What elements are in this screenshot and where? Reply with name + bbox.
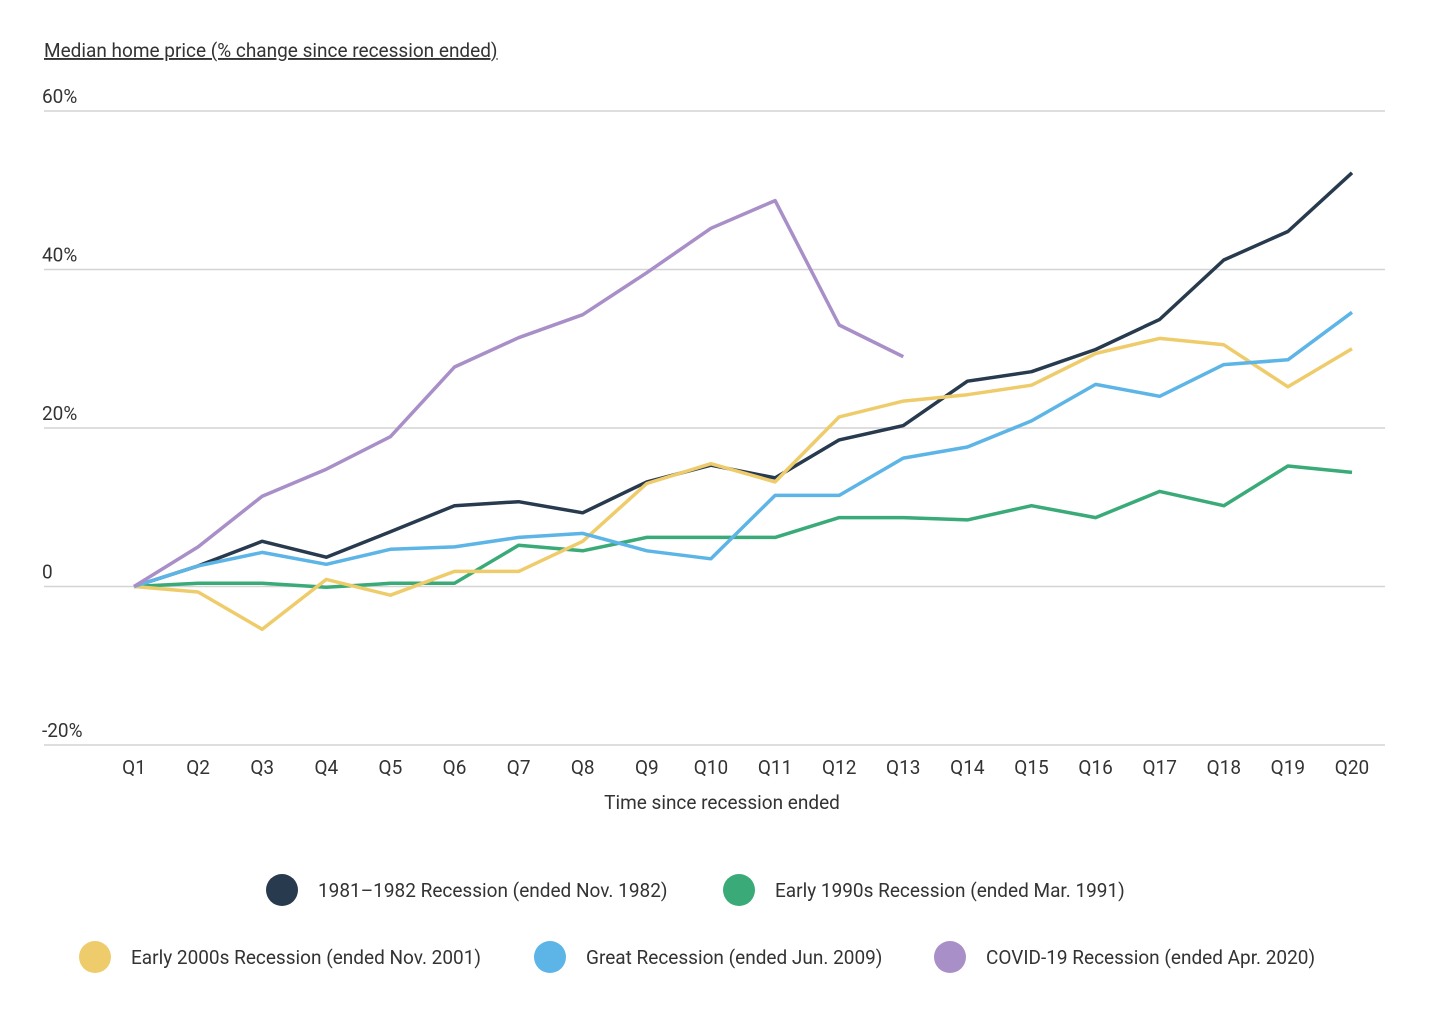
legend-swatch	[79, 941, 111, 973]
x-tick-label: Q6	[443, 756, 467, 779]
x-tick-label: Q11	[758, 756, 792, 779]
x-tick-label: Q12	[822, 756, 856, 779]
legend-swatch	[534, 941, 566, 973]
legend-swatch	[723, 874, 755, 906]
x-tick-label: Q8	[571, 756, 595, 779]
x-tick-label: Q18	[1207, 756, 1241, 779]
x-axis-label: Time since recession ended	[604, 791, 840, 814]
legend-label: Great Recession (ended Jun. 2009)	[586, 946, 882, 969]
series-line	[133, 336, 1353, 632]
y-tick-label: 40%	[42, 244, 77, 267]
legend-label: 1981–1982 Recession (ended Nov. 1982)	[318, 879, 668, 902]
x-tick-label: Q5	[379, 756, 403, 779]
legend-label: Early 2000s Recession (ended Nov. 2001)	[131, 946, 481, 969]
legend-label: COVID-19 Recession (ended Apr. 2020)	[986, 946, 1315, 969]
x-tick-label: Q2	[186, 756, 210, 779]
x-tick-label: Q16	[1078, 756, 1112, 779]
series-line	[133, 198, 905, 588]
y-tick-label: 60%	[42, 85, 77, 108]
series-line	[133, 464, 1353, 590]
chart-title: Median home price (% change since recess…	[44, 39, 498, 62]
x-tick-label: Q1	[122, 756, 146, 779]
x-tick-label: Q10	[694, 756, 728, 779]
x-tick-label: Q14	[950, 756, 985, 779]
legend-swatch	[934, 941, 966, 973]
x-tick-label: Q20	[1335, 756, 1369, 779]
y-tick-label: 0	[42, 561, 53, 584]
x-tick-label: Q3	[250, 756, 274, 779]
x-tick-label: Q7	[507, 756, 531, 779]
y-tick-label: 20%	[42, 402, 77, 425]
y-tick-label: -20%	[42, 719, 83, 742]
x-tick-label: Q17	[1142, 756, 1176, 779]
x-tick-label: Q19	[1271, 756, 1305, 779]
x-tick-label: Q13	[886, 756, 920, 779]
series-line	[133, 310, 1354, 589]
series-line	[133, 171, 1354, 589]
x-tick-label: Q15	[1014, 756, 1048, 779]
x-tick-label: Q4	[314, 756, 338, 779]
legend-swatch	[266, 874, 298, 906]
x-tick-label: Q9	[635, 756, 659, 779]
legend-label: Early 1990s Recession (ended Mar. 1991)	[775, 879, 1125, 902]
